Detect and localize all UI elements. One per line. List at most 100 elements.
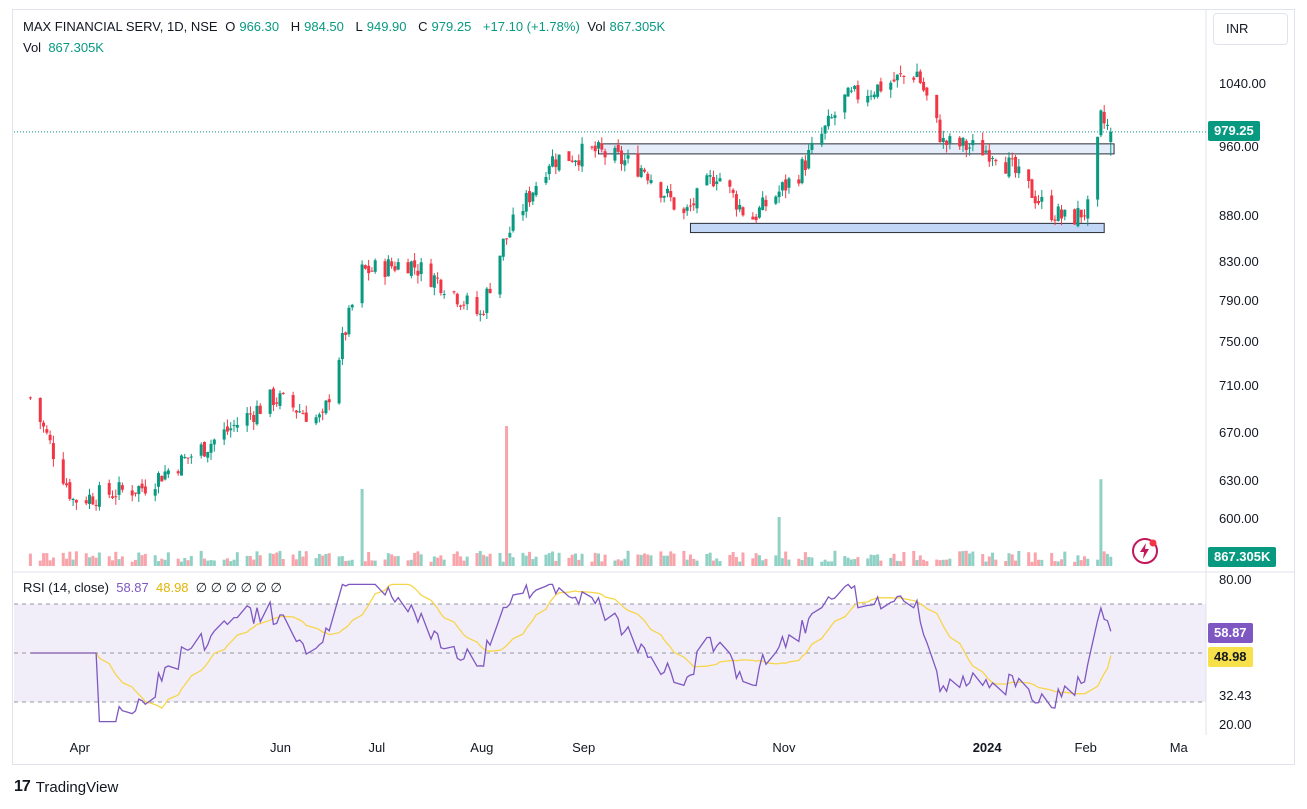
candle-body xyxy=(774,196,778,204)
candle-body xyxy=(133,492,137,494)
volume-bar xyxy=(912,550,916,566)
volume-bar xyxy=(133,559,137,566)
candle-body xyxy=(183,457,187,459)
candle-body xyxy=(186,457,190,459)
rsi-ma-value: 48.98 xyxy=(156,580,189,595)
volume-bar xyxy=(347,560,351,566)
lightning-icon[interactable] xyxy=(1131,537,1159,565)
candle-body xyxy=(84,500,88,504)
volume-bar xyxy=(508,553,512,566)
candle-body xyxy=(179,455,183,476)
candle-body xyxy=(784,179,788,191)
candle-body xyxy=(777,191,781,198)
candle-body xyxy=(872,94,876,98)
volume-bar xyxy=(455,551,459,566)
volume-bar xyxy=(662,555,666,566)
volume-bar xyxy=(114,551,118,566)
volume-bar xyxy=(800,560,804,566)
volume-bar xyxy=(807,556,811,566)
candle-body xyxy=(111,496,115,498)
volume-bar xyxy=(833,550,837,566)
volume-bar xyxy=(889,557,893,566)
volume-bar xyxy=(232,559,236,566)
candle-body xyxy=(209,443,213,453)
volume-bar xyxy=(761,560,765,566)
volume-bar xyxy=(275,552,279,566)
candle-body xyxy=(396,262,400,270)
volume-bar xyxy=(938,560,942,566)
symbol-label[interactable]: MAX FINANCIAL SERV, 1D, NSE xyxy=(23,19,218,34)
volume-bar xyxy=(688,554,692,566)
candle-body xyxy=(603,151,607,158)
candle-body xyxy=(580,143,584,167)
candle-body xyxy=(68,482,72,499)
candle-body xyxy=(347,307,351,335)
volume-bar xyxy=(396,556,400,566)
volume-bar xyxy=(439,555,443,566)
volume-bar xyxy=(370,560,374,566)
candle-body xyxy=(206,451,210,458)
volume-bar xyxy=(718,561,722,566)
tradingview-brand[interactable]: 17 TradingView xyxy=(14,778,119,796)
candle-body xyxy=(232,424,236,426)
candle-body xyxy=(367,265,371,274)
candle-body xyxy=(455,293,459,305)
volume-bar xyxy=(918,555,922,566)
volume-bar xyxy=(413,552,417,566)
candle-body xyxy=(613,147,617,161)
volume-bar xyxy=(189,555,193,566)
volume-bar xyxy=(363,561,367,566)
volume-bar xyxy=(692,558,696,566)
volume-bar xyxy=(856,557,860,566)
volume-bar xyxy=(140,555,144,566)
volume-bar xyxy=(797,558,801,566)
volume-bar xyxy=(317,553,321,566)
volume-bar xyxy=(626,550,630,566)
candle-body xyxy=(1099,110,1103,136)
volume-bar xyxy=(179,561,183,566)
candle-body xyxy=(551,156,555,167)
candle-body xyxy=(1079,209,1083,218)
candle-body xyxy=(728,180,732,187)
volume-bar xyxy=(557,552,561,566)
rsi-title[interactable]: RSI (14, close) xyxy=(23,580,109,595)
volume-bar xyxy=(528,551,532,566)
price-tick-label: 960.00 xyxy=(1219,139,1259,154)
volume-bar xyxy=(107,556,111,566)
candle-body xyxy=(294,410,298,413)
candle-body xyxy=(114,496,118,498)
candle-body xyxy=(692,203,696,206)
candle-body xyxy=(912,77,916,80)
volume-bar xyxy=(1007,553,1011,566)
candle-body xyxy=(475,297,479,315)
volume-bar xyxy=(603,554,607,566)
candle-body xyxy=(137,486,141,495)
volume-bar xyxy=(597,553,601,566)
candle-body xyxy=(757,207,761,218)
volume-bar xyxy=(156,561,160,566)
volume-bar xyxy=(774,555,778,566)
volume-bar xyxy=(324,553,328,566)
candle-body xyxy=(531,192,535,202)
volume-bar xyxy=(1027,552,1031,566)
low-value: L 949.90 xyxy=(355,19,407,34)
candle-body xyxy=(866,95,870,103)
volume-bar xyxy=(48,560,52,566)
time-tick-label: Ma xyxy=(1169,740,1188,755)
candle-body xyxy=(258,405,262,414)
candle-body xyxy=(833,115,837,118)
candle-body xyxy=(38,397,42,423)
volume-bar xyxy=(534,556,538,566)
candle-body xyxy=(600,143,604,150)
candle-body xyxy=(669,191,673,198)
candle-body xyxy=(688,205,692,207)
volume-bar xyxy=(1079,560,1083,566)
currency-button[interactable]: INR xyxy=(1213,13,1288,45)
volume-bar xyxy=(879,560,883,566)
candle-body xyxy=(393,266,397,271)
volume-bar xyxy=(258,555,262,566)
candle-body xyxy=(478,313,482,315)
volume-bar xyxy=(498,552,502,566)
candle-body xyxy=(1010,158,1014,160)
